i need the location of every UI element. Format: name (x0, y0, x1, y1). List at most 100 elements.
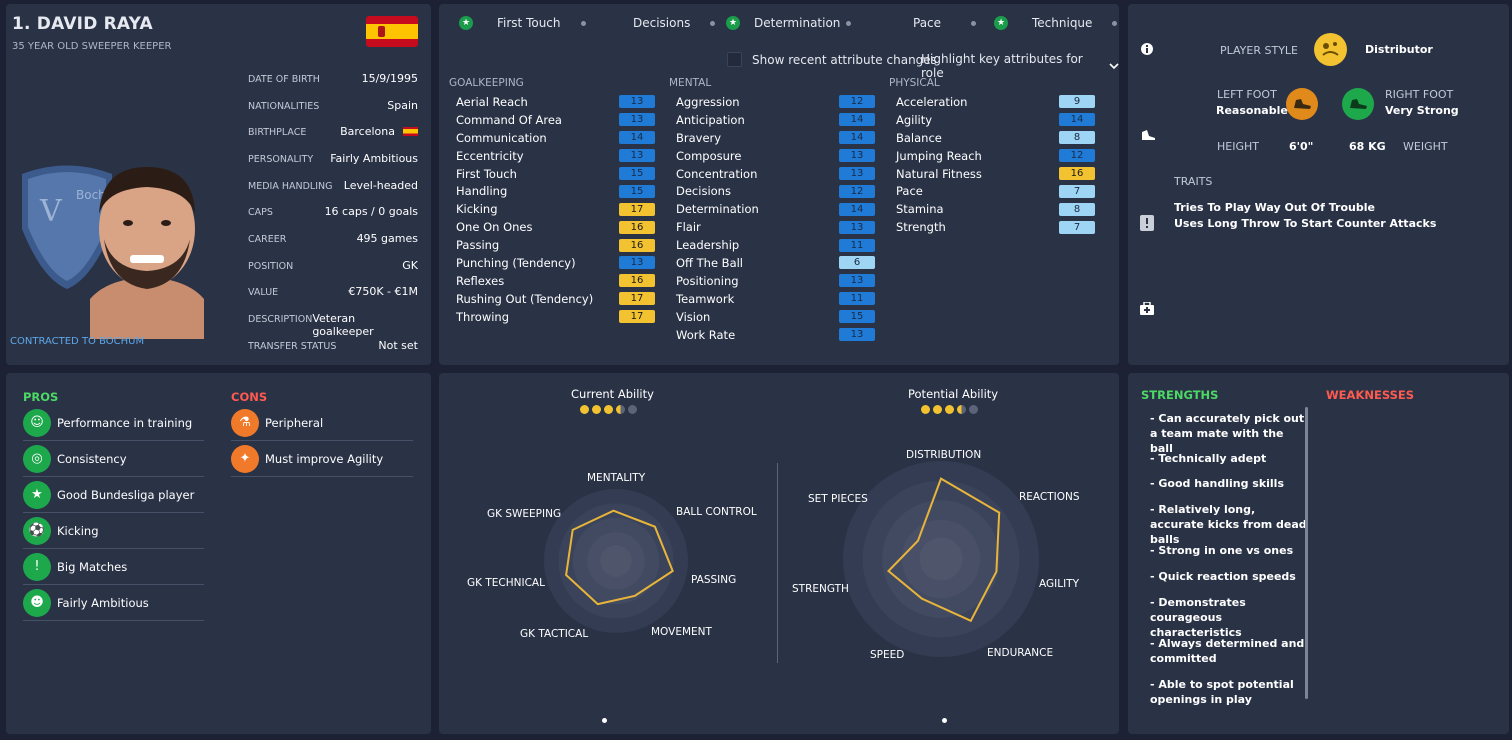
star-icon (604, 405, 613, 414)
contract-label[interactable]: CONTRACTED TO BOCHUM (10, 336, 145, 347)
cons-heading: CONS (231, 390, 268, 404)
attribute-row[interactable]: Natural Fitness 16 (889, 165, 1095, 183)
recent-changes-toggle[interactable]: Show recent attribute changes (727, 52, 937, 67)
attribute-row[interactable]: Teamwork 11 (669, 290, 875, 308)
attribute-name: Work Rate (676, 327, 736, 342)
attribute-name: Passing (456, 238, 500, 253)
attribute-name: Communication (456, 130, 547, 145)
attribute-row[interactable]: Passing 16 (449, 236, 655, 254)
checkbox[interactable] (727, 52, 742, 67)
attribute-name: Composure (676, 148, 742, 163)
big-match-icon: ! (23, 552, 51, 581)
attribute-name: Aggression (676, 94, 740, 109)
attribute-row[interactable]: Rushing Out (Tendency) 17 (449, 290, 655, 308)
attribute-value: 13 (839, 274, 875, 288)
attribute-row[interactable]: Off The Ball 6 (669, 254, 875, 272)
attribute-row[interactable]: Positioning 13 (669, 272, 875, 290)
tab-determination[interactable]: ★ Determination (726, 16, 852, 30)
strength-item: - Quick reaction speeds (1150, 570, 1296, 583)
strength-item: - Always determined and committed (1150, 637, 1305, 665)
star-icon (592, 405, 601, 414)
page-indicator-dot[interactable] (602, 718, 607, 723)
radar-ring (919, 537, 963, 581)
attribute-row[interactable]: Stamina 8 (889, 200, 1095, 218)
svg-text:V: V (39, 194, 63, 229)
info-value[interactable]: Spain (387, 99, 418, 112)
attribute-row[interactable]: Throwing 17 (449, 308, 655, 326)
attribute-row[interactable]: Decisions 12 (669, 182, 875, 200)
attribute-row[interactable]: Flair 13 (669, 218, 875, 236)
attribute-value: 15 (619, 167, 655, 180)
page-indicator-dot[interactable] (942, 718, 947, 723)
attribute-value: 17 (619, 310, 655, 324)
ability-panel: Current Ability Potential Ability MENTAL… (439, 373, 1119, 734)
goalkeeping-list: Aerial Reach 13 Command Of Area 13 Communica… (449, 93, 655, 326)
attribute-value: 13 (839, 328, 875, 342)
dot-icon (971, 20, 977, 26)
attribute-row[interactable]: Aerial Reach 13 (449, 93, 655, 111)
highlight-role-dropdown[interactable]: Highlight key attributes for role (921, 52, 1119, 80)
right-foot-value: Very Strong (1385, 104, 1459, 117)
info-icon[interactable] (1140, 42, 1154, 56)
strength-item: - Strong in one vs ones (1150, 544, 1294, 557)
attribute-row[interactable]: Pace 7 (889, 182, 1095, 200)
tab-technique[interactable]: ★ Technique (994, 16, 1118, 30)
attribute-row[interactable]: Handling 15 (449, 182, 655, 200)
attribute-row[interactable]: Acceleration 9 (889, 93, 1095, 111)
current-ability-stars (580, 405, 637, 414)
attribute-row[interactable]: Vision 15 (669, 308, 875, 326)
attribute-row[interactable]: Concentration 13 (669, 165, 875, 183)
attribute-name: Reflexes (456, 273, 505, 288)
info-value: 495 games (356, 232, 418, 245)
info-value[interactable]: Barcelona (340, 125, 395, 138)
attribute-row[interactable]: First Touch 15 (449, 165, 655, 183)
attribute-value: 13 (839, 167, 875, 180)
attribute-row[interactable]: Agility 14 (889, 111, 1095, 129)
info-row-caps: CAPS 16 caps / 0 goals (248, 205, 418, 218)
attribute-row[interactable]: One On Ones 16 (449, 218, 655, 236)
info-value: Fairly Ambitious (330, 152, 418, 165)
attribute-row[interactable]: Work Rate 13 (669, 326, 875, 344)
tab-decisions[interactable]: Decisions (633, 16, 716, 30)
attribute-row[interactable]: Command Of Area 13 (449, 111, 655, 129)
attribute-row[interactable]: Reflexes 16 (449, 272, 655, 290)
info-row-transfer-status: TRANSFER STATUS Not set (248, 339, 418, 352)
pro-item: ◎ Consistency (23, 441, 204, 477)
attribute-row[interactable]: Punching (Tendency) 13 (449, 254, 655, 272)
attribute-row[interactable]: Strength 7 (889, 218, 1095, 236)
attribute-row[interactable]: Anticipation 14 (669, 111, 875, 129)
tab-pace[interactable]: Pace (913, 16, 977, 30)
info-label: VALUE (248, 287, 279, 298)
pro-label: Fairly Ambitious (57, 595, 149, 610)
info-label: MEDIA HANDLING (248, 181, 333, 192)
radar-label: GK TACTICAL (520, 628, 589, 640)
tab-first-touch[interactable]: ★ First Touch (459, 16, 586, 30)
attribute-value: 14 (1059, 113, 1095, 127)
attribute-row[interactable]: Kicking 17 (449, 200, 655, 218)
star-icon: ★ (726, 16, 740, 30)
trait-item: Uses Long Throw To Start Counter Attacks (1174, 217, 1437, 230)
info-value: 15/9/1995 (361, 72, 418, 85)
star-icon (628, 405, 637, 414)
attribute-row[interactable]: Eccentricity 13 (449, 147, 655, 165)
attribute-row[interactable]: Jumping Reach 12 (889, 147, 1095, 165)
key-attribute-bar: ★ First Touch Decisions ★ Determination … (439, 16, 1119, 38)
boot-icon[interactable] (1140, 128, 1155, 142)
attribute-row[interactable]: Communication 14 (449, 129, 655, 147)
attribute-name: Acceleration (896, 94, 968, 109)
pro-label: Good Bundesliga player (57, 487, 195, 502)
attribute-row[interactable]: Leadership 11 (669, 236, 875, 254)
attribute-row[interactable]: Balance 8 (889, 129, 1095, 147)
player-subtitle: 35 YEAR OLD SWEEPER KEEPER (12, 41, 172, 52)
left-foot-label: LEFT FOOT (1217, 88, 1277, 101)
scrollbar[interactable] (1305, 407, 1308, 699)
attribute-value: 12 (1059, 149, 1095, 163)
attribute-row[interactable]: Aggression 12 (669, 93, 875, 111)
traits-icon[interactable] (1140, 215, 1154, 231)
attribute-row[interactable]: Composure 13 (669, 147, 875, 165)
attribute-row[interactable]: Bravery 14 (669, 129, 875, 147)
medical-kit-icon[interactable] (1140, 301, 1154, 316)
attribute-row[interactable]: Determination 14 (669, 200, 875, 218)
attribute-value: 16 (619, 238, 655, 252)
radar-ring (600, 545, 632, 577)
